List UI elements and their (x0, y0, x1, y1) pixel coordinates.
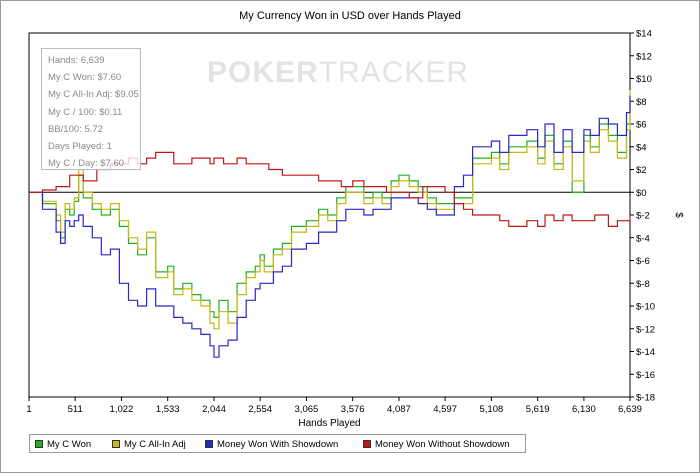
y-tick-label: $-16 (636, 370, 655, 381)
x-tick-label: 1,022 (110, 404, 134, 415)
stats-line: Days Played: 1 (48, 141, 112, 153)
watermark-bold: POKER (207, 56, 319, 89)
x-tick-label: 5,619 (526, 404, 550, 415)
legend-item: Money Won With Showdown (205, 438, 338, 450)
y-tick-label: $-14 (636, 347, 655, 358)
y-tick-label: $-6 (636, 256, 650, 267)
x-axis-label: Hands Played (298, 418, 360, 429)
x-tick-label: 511 (68, 404, 83, 415)
series-line-money-won-with-showdown (29, 95, 631, 358)
y-tick-label: $12 (636, 51, 652, 62)
y-tick-label: $4 (636, 142, 647, 153)
x-tick-label: 1,533 (156, 404, 180, 415)
chart-title: My Currency Won in USD over Hands Played (239, 10, 461, 22)
x-tick-label: 2,044 (202, 404, 226, 415)
y-tick-label: $14 (636, 29, 652, 40)
x-tick-label: 6,639 (618, 404, 642, 415)
stats-line: My C All-In Adj: $9.05 (48, 89, 139, 101)
stats-box: Hands: 6,639 My C Won: $7.60 My C All-In A… (41, 48, 141, 170)
legend-swatch (363, 440, 371, 448)
y-tick-label: $0 (636, 188, 647, 199)
legend-item: Money Won Without Showdown (363, 438, 509, 450)
y-tick-label: $-2 (636, 211, 650, 222)
legend-swatch (112, 440, 120, 448)
x-tick-label: 6,130 (572, 404, 596, 415)
legend-swatch (35, 440, 43, 448)
stats-line: My C / Day: $7.60 (48, 158, 125, 170)
watermark-thin: TRACKER (318, 56, 470, 89)
legend-label: My C Won (47, 438, 92, 450)
stats-line: My C / 100: $0.11 (48, 106, 123, 118)
legend-item: My C All-In Adj (112, 438, 186, 450)
y-tick-label: $-18 (636, 393, 655, 404)
y-tick-label: $10 (636, 74, 652, 85)
series-line-my-c-all-in-adj (29, 89, 631, 330)
y-tick-label: $2 (636, 165, 647, 176)
x-tick-label: 4,597 (433, 404, 457, 415)
legend-label: Money Won Without Showdown (375, 438, 510, 450)
y-tick-label: $8 (636, 97, 647, 108)
pokertracker-watermark: POKERTRACKER (207, 56, 469, 90)
y-tick-label: $6 (636, 120, 647, 131)
legend-item: My C Won (35, 438, 91, 450)
stats-line: My C Won: $7.60 (48, 72, 122, 84)
y-tick-label: $-4 (636, 233, 650, 244)
stats-line: BB/100: 5.72 (48, 123, 103, 135)
legend-label: Money Won With Showdown (217, 438, 339, 450)
chart-legend: My C Won My C All-In Adj Money Won With Sh… (29, 434, 526, 453)
x-tick-label: 3,065 (295, 404, 319, 415)
y-tick-label: $-10 (636, 302, 655, 313)
stats-line: Hands: 6,639 (48, 55, 105, 66)
x-tick-label: 5,108 (479, 404, 503, 415)
legend-swatch (205, 440, 213, 448)
y-axis-label: $ (673, 212, 684, 218)
y-tick-label: $-8 (636, 279, 650, 290)
y-tick-label: $-12 (636, 324, 655, 335)
legend-label: My C All-In Adj (124, 438, 186, 450)
x-tick-label: 1 (26, 404, 31, 415)
x-tick-label: 2,554 (248, 404, 272, 415)
x-tick-label: 3,576 (341, 404, 365, 415)
x-tick-label: 4,087 (387, 404, 411, 415)
